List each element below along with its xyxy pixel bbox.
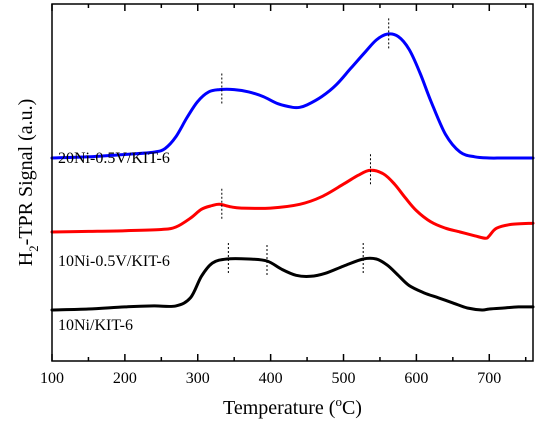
series-label: 10Ni/KIT-6 — [58, 317, 133, 334]
labels: 20Ni-0.5V/KIT-6 10Ni-0.5V/KIT-6 10Ni/KIT-6 — [58, 150, 170, 334]
x-axis-title: Temperature (oC) — [223, 394, 362, 419]
x-tick-label: 600 — [404, 370, 428, 387]
x-tick-label: 500 — [332, 370, 356, 387]
series-label: 20Ni-0.5V/KIT-6 — [58, 150, 170, 167]
x-tick-label: 400 — [259, 370, 283, 387]
x-tick-label: 700 — [477, 370, 501, 387]
plot-frame — [51, 3, 534, 362]
x-tick-label: 100 — [40, 370, 64, 387]
series-line-1 — [50, 32, 535, 160]
y-axis-title: H2-TPR Signal (a.u.) — [15, 99, 41, 267]
series-line-3 — [50, 256, 535, 312]
x-tick-label: 300 — [186, 370, 210, 387]
x-tick-label: 200 — [113, 370, 137, 387]
series-label: 10Ni-0.5V/KIT-6 — [58, 253, 170, 270]
axes: 100 200 300 400 500 600 700 Temperature (oC) H2-… — [15, 3, 534, 419]
series-line-2 — [50, 168, 535, 240]
plot-area — [50, 18, 535, 312]
